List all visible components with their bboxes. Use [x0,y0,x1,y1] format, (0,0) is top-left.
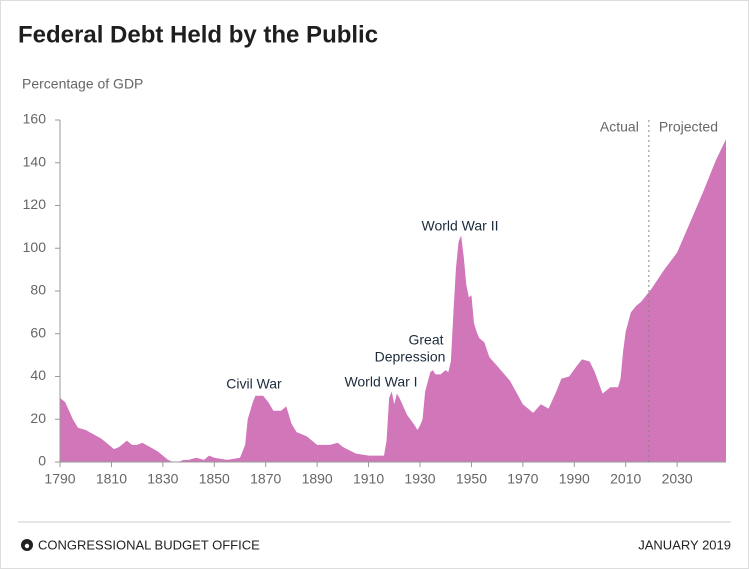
x-tick-label: 2030 [662,471,693,487]
x-tick-label: 1790 [44,471,75,487]
y-tick-label: 80 [30,282,46,298]
x-tick-label: 1870 [250,471,281,487]
y-tick-label: 20 [30,410,46,426]
y-tick-label: 140 [23,153,47,169]
x-tick-label: 1890 [302,471,333,487]
annotation: Depression [375,349,446,365]
y-tick-label: 60 [30,324,46,340]
y-tick-label: 40 [30,367,46,383]
x-tick-label: 1930 [404,471,435,487]
chart-title: Federal Debt Held by the Public [18,21,378,48]
x-tick-label: 1970 [507,471,538,487]
x-tick-label: 2010 [610,471,641,487]
area [60,139,726,463]
footer-date: JANUARY 2019 [638,537,731,552]
x-tick-label: 1850 [199,471,230,487]
projected-label: Projected [659,119,718,135]
y-tick-label: 120 [23,196,47,212]
x-tick-label: 1810 [96,471,127,487]
annotation: World War II [421,218,498,234]
y-axis-label: Percentage of GDP [22,76,143,92]
x-tick-label: 1910 [353,471,384,487]
logo-inner [24,543,30,549]
y-tick-label: 100 [23,239,47,255]
y-tick-label: 0 [38,453,46,469]
annotation: World War I [344,374,417,390]
x-tick-label: 1950 [456,471,487,487]
x-tick-label: 1830 [147,471,178,487]
y-tick-label: 160 [23,111,47,127]
x-tick-label: 1990 [559,471,590,487]
footer-source: CONGRESSIONAL BUDGET OFFICE [38,537,260,552]
annotation: Great [408,332,443,348]
actual-label: Actual [600,119,639,135]
annotation: Civil War [226,376,282,392]
